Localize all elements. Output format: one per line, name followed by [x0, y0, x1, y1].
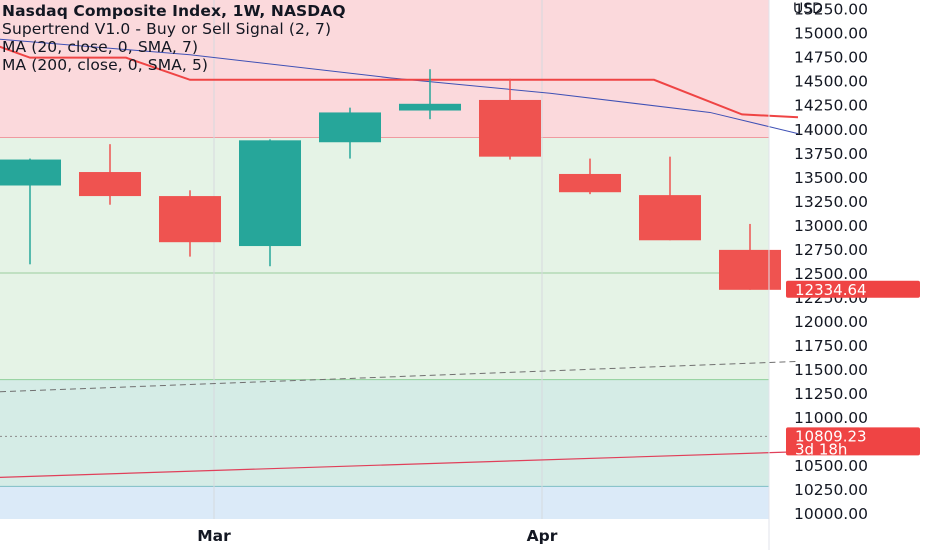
candle[interactable]	[239, 139, 301, 267]
y-tick-label: 10250.00	[794, 481, 868, 499]
y-tick-label: 11500.00	[794, 361, 868, 379]
y-tick-label: 14500.00	[794, 73, 868, 91]
candle-body[interactable]	[79, 172, 141, 197]
y-tick-label: 14000.00	[794, 121, 868, 139]
candlesticks[interactable]	[0, 69, 781, 290]
candle-body[interactable]	[0, 159, 61, 186]
candle[interactable]	[79, 144, 141, 205]
y-tick-label: 14250.00	[794, 97, 868, 115]
legend-ma200[interactable]: MA (200, close, 0, SMA, 5)	[2, 56, 209, 74]
legend-title[interactable]: Nasdaq Composite Index, 1W, NASDAQ	[2, 2, 346, 20]
y-tick-label: 15250.00	[794, 1, 868, 19]
candle-body[interactable]	[239, 140, 301, 247]
candle[interactable]	[559, 158, 621, 195]
y-tick-label: 14750.00	[794, 49, 868, 67]
y-tick-label: 12750.00	[794, 241, 868, 259]
x-tick-label: Mar	[197, 527, 231, 545]
y-tick-label: 11750.00	[794, 337, 868, 355]
candle-body[interactable]	[159, 196, 221, 243]
price-axis[interactable]: 15250.00 15000.00 14750.00 14500.00 14250.00…	[768, 0, 868, 550]
candle-body[interactable]	[559, 173, 621, 193]
y-tick-label: 13250.00	[794, 193, 868, 211]
vertical-gridlines	[213, 0, 543, 519]
y-tick-label: 12500.00	[794, 265, 868, 283]
price-badge-value: 12334.64	[795, 281, 867, 299]
ma20-line	[0, 38, 799, 135]
y-tick-label: 13500.00	[794, 169, 868, 187]
price-badge	[786, 280, 920, 298]
candle-body[interactable]	[719, 249, 781, 290]
ma200-line	[0, 451, 799, 478]
x-tick-label: Apr	[527, 527, 558, 545]
y-tick-label: 11000.00	[794, 409, 868, 427]
y-tick-label: 10500.00	[794, 457, 868, 475]
candle-body[interactable]	[479, 99, 541, 157]
y-tick-label: 15000.00	[794, 25, 868, 43]
y-tick-label: 13000.00	[794, 217, 868, 235]
time-axis[interactable]: Mar Apr	[197, 527, 557, 545]
candle[interactable]	[639, 156, 701, 241]
y-tick-label: 11250.00	[794, 385, 868, 403]
candle-body[interactable]	[399, 103, 461, 111]
y-tick-label: 13750.00	[794, 145, 868, 163]
indicator-lines	[0, 38, 799, 478]
price-badge-countdown: 3d 18h	[795, 440, 847, 458]
supertrend-line	[0, 45, 799, 119]
candle-body[interactable]	[639, 195, 701, 241]
price-badge	[786, 427, 920, 456]
candle[interactable]	[319, 107, 381, 159]
legend-ma20[interactable]: MA (20, close, 0, SMA, 7)	[2, 38, 199, 56]
candle[interactable]	[399, 69, 461, 120]
background-zones	[0, 0, 769, 519]
ma200-projection-line	[0, 360, 799, 393]
candle-body[interactable]	[319, 112, 381, 143]
chart-legend: Nasdaq Composite Index, 1W, NASDAQ Super…	[2, 2, 346, 74]
zone-blue	[0, 486, 769, 519]
candle[interactable]	[0, 158, 61, 265]
zone-teal	[0, 379, 769, 487]
candle[interactable]	[479, 78, 541, 160]
y-tick-label: 12000.00	[794, 313, 868, 331]
price-badge-value: 10809.23	[795, 427, 867, 445]
candle[interactable]	[159, 190, 221, 257]
candle[interactable]	[719, 223, 781, 290]
y-tick-label: 10000.00	[794, 505, 868, 523]
currency-label[interactable]: USD	[793, 1, 823, 17]
zone-red	[0, 0, 769, 138]
legend-supertrend[interactable]: Supertrend V1.0 - Buy or Sell Signal (2,…	[2, 20, 332, 38]
zone-green	[0, 272, 769, 380]
